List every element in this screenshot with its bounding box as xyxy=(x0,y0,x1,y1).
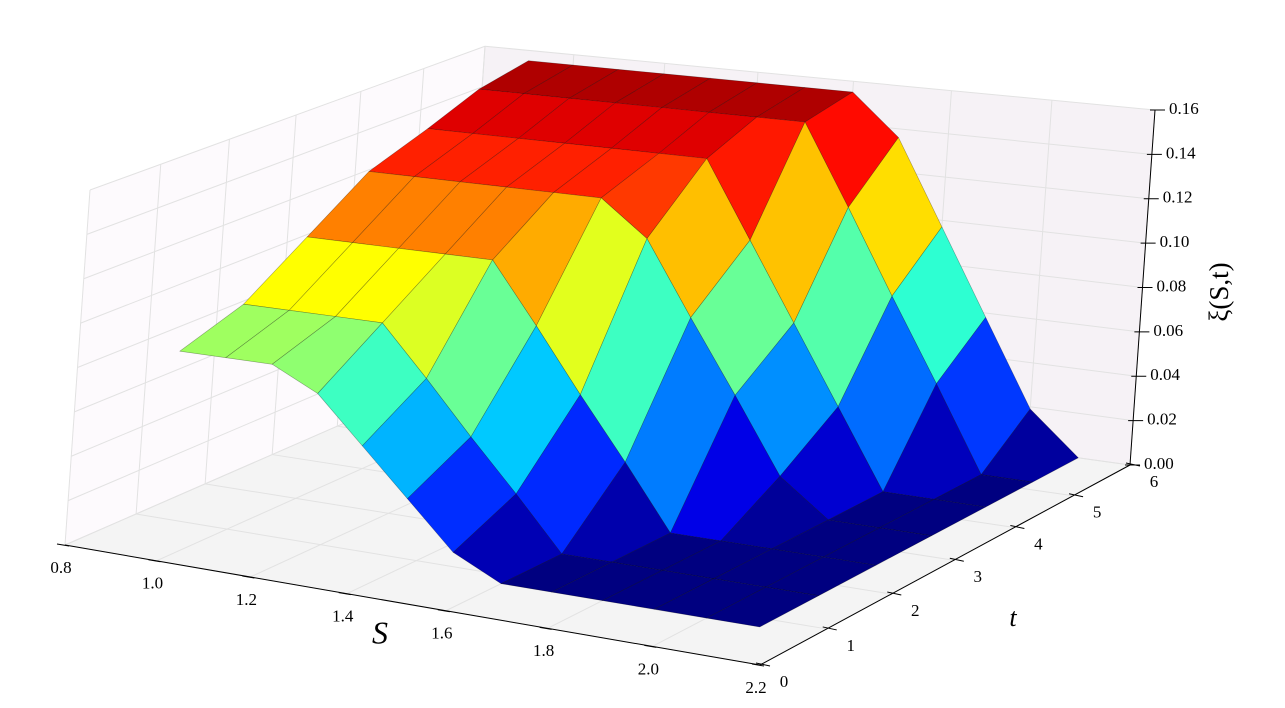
x-tick-label: 1.2 xyxy=(236,590,257,609)
x-axis-label: S xyxy=(372,614,388,650)
y-tick xyxy=(1010,525,1025,529)
y-tick-label: 4 xyxy=(1034,534,1043,553)
y-tick-label: 5 xyxy=(1093,503,1102,522)
z-tick-label: 0.08 xyxy=(1157,276,1187,295)
y-tick xyxy=(887,591,902,596)
x-tick xyxy=(539,626,552,630)
x-tick xyxy=(437,609,450,613)
axes: 0.8 1.0 1.2 1.4 1.6 1.8 2.0 2.2 0 1 2 3 4 5 60.00 0.02 0… xyxy=(50,99,1198,697)
x-tick-label: 2.0 xyxy=(638,659,659,678)
y-tick xyxy=(755,662,771,667)
x-tick-label: 2.2 xyxy=(745,678,766,697)
y-tick-label: 0 xyxy=(780,672,789,691)
x-tick-label: 1.4 xyxy=(332,607,354,626)
y-tick-label: 1 xyxy=(846,636,855,655)
x-tick xyxy=(56,543,70,547)
grid-line xyxy=(86,86,483,235)
y-tick xyxy=(822,626,837,631)
z-tick-label: 0.04 xyxy=(1150,365,1180,384)
y-tick xyxy=(949,557,964,562)
x-tick xyxy=(338,592,351,596)
y-tick-label: 6 xyxy=(1150,472,1159,491)
surface-cell xyxy=(933,474,1033,508)
x-tick xyxy=(751,663,765,667)
y-axis-label: t xyxy=(1009,603,1017,632)
z-tick-label: 0.14 xyxy=(1166,143,1196,162)
y-tick-label: 2 xyxy=(911,601,920,620)
z-tick-label: 0.12 xyxy=(1163,188,1193,207)
surface xyxy=(179,60,1079,628)
z-tick-label: 0.06 xyxy=(1153,321,1183,340)
grid-line xyxy=(89,45,486,191)
z-tick-label: 0.10 xyxy=(1160,232,1190,251)
surface-cell xyxy=(980,408,1079,483)
surface-cell xyxy=(765,556,877,597)
x-tick-label: 1.0 xyxy=(142,574,163,593)
y-axis-line xyxy=(759,464,1131,666)
x-tick-label: 0.8 xyxy=(50,558,71,577)
y-tick-label: 3 xyxy=(974,567,983,586)
z-tick-label: 0.02 xyxy=(1147,410,1177,429)
x-tick-label: 1.6 xyxy=(431,624,452,643)
x-tick-label: 1.8 xyxy=(533,641,554,660)
x-tick xyxy=(644,644,657,648)
surface-cell xyxy=(706,586,819,628)
surface-cell xyxy=(879,498,987,537)
y-tick xyxy=(1068,493,1084,498)
x-tick xyxy=(242,575,255,579)
x-tick xyxy=(148,559,161,563)
grid-line xyxy=(484,45,1156,111)
x-axis-line xyxy=(64,544,761,666)
z-axis-label: ξ(S,t) xyxy=(1204,262,1234,321)
z-tick-label: 0.00 xyxy=(1144,454,1174,473)
z-tick-label: 0.16 xyxy=(1169,99,1199,118)
